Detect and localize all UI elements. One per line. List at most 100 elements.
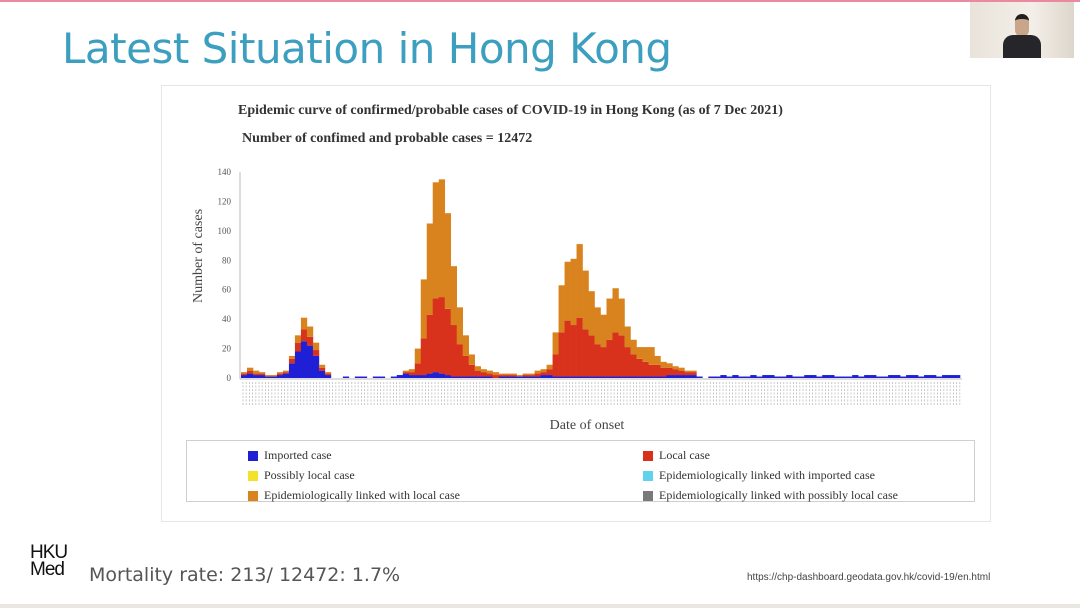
bar-imported-case <box>786 375 793 378</box>
bar-imported-case <box>606 376 613 378</box>
bar-imported-case <box>558 376 565 378</box>
bar-imported-case <box>462 376 469 378</box>
x-axis-label: Date of onset <box>550 418 625 433</box>
bar-local-case <box>582 329 589 377</box>
bar-imported-case <box>708 376 715 378</box>
bar-imported-case <box>918 376 925 378</box>
bar-epidemiologically-linked-with-local-case <box>630 339 637 355</box>
bar-local-case <box>540 372 547 376</box>
bar-imported-case <box>780 376 787 378</box>
bar-imported-case <box>360 376 368 378</box>
bar-imported-case <box>324 375 332 378</box>
y-tick-label: 20 <box>222 344 232 354</box>
bar-imported-case <box>858 376 865 378</box>
bar-imported-case <box>282 373 290 378</box>
bar-epidemiologically-linked-with-local-case <box>282 370 290 373</box>
bar-local-case <box>642 361 649 377</box>
bar-epidemiologically-linked-with-local-case <box>612 288 619 333</box>
bar-local-case <box>690 372 697 376</box>
bar-epidemiologically-linked-with-local-case <box>252 370 260 374</box>
bar-imported-case <box>438 373 446 378</box>
legend-item-imported: Imported case <box>248 448 332 463</box>
bar-epidemiologically-linked-with-local-case <box>534 370 541 374</box>
bar-local-case <box>630 354 637 377</box>
slide-title: Latest Situation in Hong Kong <box>62 24 672 73</box>
mortality-rate-text: Mortality rate: 213/ 12472: 1.7% <box>89 564 401 586</box>
bar-imported-case <box>888 375 895 378</box>
bar-imported-case <box>540 375 547 378</box>
bar-epidemiologically-linked-with-local-case <box>432 182 440 299</box>
bar-imported-case <box>624 376 631 378</box>
bar-imported-case <box>426 373 434 378</box>
bar-epidemiologically-linked-with-local-case <box>444 213 452 309</box>
logo-line-1: HKU <box>30 542 68 563</box>
bar-local-case <box>426 314 434 374</box>
bar-local-case <box>528 375 535 377</box>
bar-imported-case <box>876 376 883 378</box>
bar-local-case <box>276 373 284 376</box>
presenter-webcam-thumbnail <box>970 2 1074 58</box>
bar-epidemiologically-linked-with-local-case <box>654 355 661 365</box>
bar-epidemiologically-linked-with-local-case <box>558 285 565 333</box>
bar-epidemiologically-linked-with-local-case <box>402 370 410 373</box>
bar-imported-case <box>264 376 272 378</box>
bar-imported-case <box>618 376 625 378</box>
bar-local-case <box>480 372 487 377</box>
bar-imported-case <box>528 376 535 378</box>
bar-local-case <box>570 325 577 377</box>
bar-imported-case <box>576 376 583 378</box>
bar-imported-case <box>912 375 919 378</box>
bar-epidemiologically-linked-with-local-case <box>594 307 601 345</box>
y-tick-label: 40 <box>222 314 232 324</box>
bar-local-case <box>462 355 469 377</box>
bar-imported-case <box>828 375 835 378</box>
bar-imported-case <box>756 376 763 378</box>
bar-imported-case <box>468 376 475 378</box>
bar-imported-case <box>241 375 248 378</box>
bar-imported-case <box>276 375 284 378</box>
bar-epidemiologically-linked-with-local-case <box>690 370 697 373</box>
bar-imported-case <box>870 375 877 378</box>
bar-imported-case <box>444 375 452 378</box>
bar-imported-case <box>456 376 463 378</box>
bar-local-case <box>456 344 463 377</box>
bar-epidemiologically-linked-with-local-case <box>522 373 529 376</box>
y-tick-label: 80 <box>222 255 232 265</box>
bar-epidemiologically-linked-with-local-case <box>552 332 559 355</box>
bar-local-case <box>246 370 254 374</box>
legend-item-linked-local: Epidemiologically linked with local case <box>248 488 460 503</box>
bar-epidemiologically-linked-with-local-case <box>288 355 296 359</box>
bar-imported-case <box>714 376 721 378</box>
bar-imported-case <box>630 376 637 378</box>
bar-epidemiologically-linked-with-local-case <box>600 314 607 348</box>
slide-top-border <box>0 0 1080 2</box>
bar-epidemiologically-linked-with-local-case <box>504 373 511 376</box>
bar-local-case <box>438 297 446 374</box>
y-axis-label: Number of cases <box>191 209 206 303</box>
bar-imported-case <box>936 376 943 378</box>
bar-local-case <box>576 317 583 377</box>
bar-local-case <box>432 298 440 373</box>
bar-imported-case <box>582 376 589 378</box>
bar-epidemiologically-linked-with-local-case <box>492 372 499 376</box>
bar-imported-case <box>894 375 901 378</box>
bar-local-case <box>552 354 559 377</box>
bar-local-case <box>666 367 673 376</box>
bar-local-case <box>522 375 529 377</box>
bar-epidemiologically-linked-with-local-case <box>660 361 667 368</box>
bar-local-case <box>450 325 457 377</box>
bar-imported-case <box>270 376 278 378</box>
bar-imported-case <box>312 355 320 378</box>
bar-imported-case <box>642 376 649 378</box>
bar-epidemiologically-linked-with-local-case <box>270 375 278 377</box>
bar-local-case <box>654 364 661 377</box>
bar-local-case <box>294 342 302 352</box>
bar-imported-case <box>594 376 601 378</box>
bar-local-case <box>312 350 320 356</box>
bar-local-case <box>660 367 667 377</box>
bar-local-case <box>241 373 248 376</box>
bar-imported-case <box>498 376 505 378</box>
y-tick-label: 140 <box>218 167 232 177</box>
bar-local-case <box>306 336 314 346</box>
bar-local-case <box>474 370 481 377</box>
